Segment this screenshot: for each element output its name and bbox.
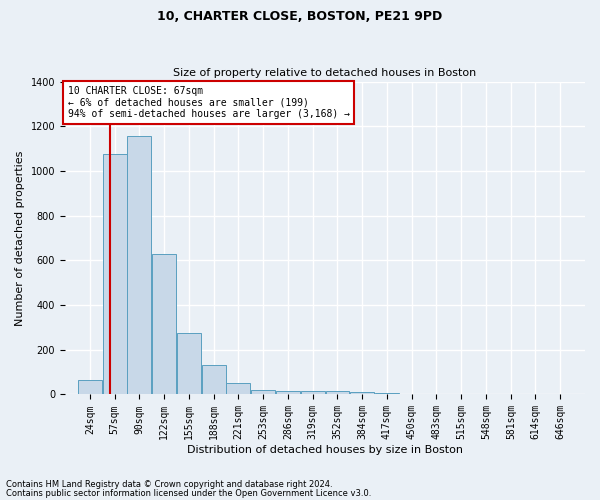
Y-axis label: Number of detached properties: Number of detached properties [15, 150, 25, 326]
Text: 10, CHARTER CLOSE, BOSTON, PE21 9PD: 10, CHARTER CLOSE, BOSTON, PE21 9PD [157, 10, 443, 23]
Bar [152, 254, 176, 394]
Text: Contains HM Land Registry data © Crown copyright and database right 2024.: Contains HM Land Registry data © Crown c… [6, 480, 332, 489]
Bar [251, 390, 275, 394]
Bar [350, 392, 374, 394]
Bar [202, 366, 226, 394]
Bar [275, 391, 300, 394]
Bar [103, 154, 127, 394]
Bar [77, 380, 102, 394]
Bar [176, 333, 201, 394]
Title: Size of property relative to detached houses in Boston: Size of property relative to detached ho… [173, 68, 476, 78]
Bar [127, 136, 151, 394]
Text: 10 CHARTER CLOSE: 67sqm
← 6% of detached houses are smaller (199)
94% of semi-de: 10 CHARTER CLOSE: 67sqm ← 6% of detached… [68, 86, 350, 120]
X-axis label: Distribution of detached houses by size in Boston: Distribution of detached houses by size … [187, 445, 463, 455]
Bar [326, 391, 349, 394]
Bar [301, 391, 325, 394]
Text: Contains public sector information licensed under the Open Government Licence v3: Contains public sector information licen… [6, 488, 371, 498]
Bar [226, 384, 250, 394]
